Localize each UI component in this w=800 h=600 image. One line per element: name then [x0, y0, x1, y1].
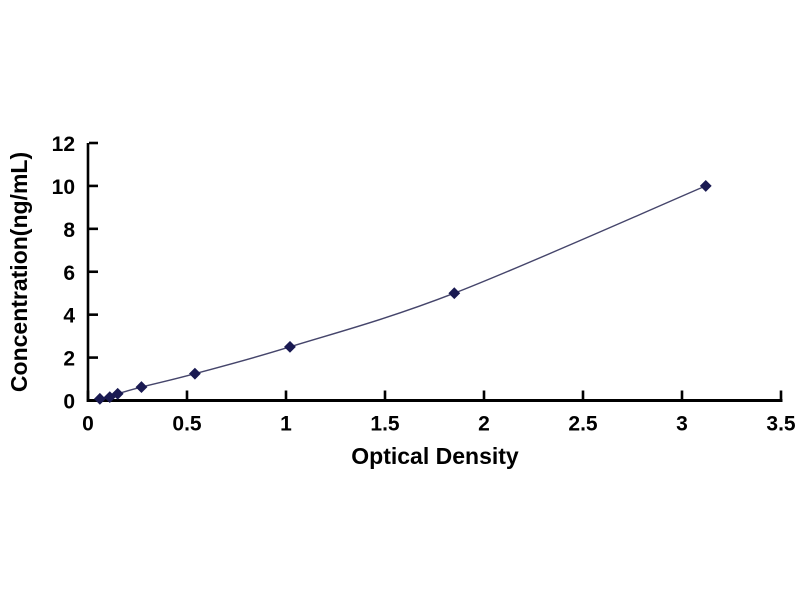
y-tick-label: 6: [63, 262, 75, 285]
x-tick-label: 2: [478, 413, 490, 436]
data-point-marker: [93, 392, 106, 405]
x-tick-label: 3.5: [766, 413, 796, 436]
data-point-marker: [699, 180, 712, 192]
y-tick-label: 12: [52, 133, 75, 156]
y-tick-label: 10: [52, 176, 75, 199]
data-point-marker: [111, 387, 124, 400]
x-axis-title: Optical Density: [351, 443, 519, 469]
plot-layer: 0 0.5 1 1.5 2 2.5 3 3.5 0 2 4 6 8 10 12: [52, 133, 796, 436]
x-tick-label: 3: [676, 413, 688, 436]
y-tick-label: 0: [63, 391, 75, 414]
data-point-marker: [448, 287, 461, 300]
y-axis-title: Concentration(ng/mL): [6, 152, 32, 392]
data-point-marker: [103, 391, 116, 404]
y-tick-label: 2: [63, 348, 75, 371]
y-tick-label: 4: [63, 305, 75, 328]
series-line: [99, 185, 707, 400]
x-tick-label: 1.5: [370, 413, 400, 436]
x-tick-label: 0.5: [172, 413, 202, 436]
data-point-marker: [284, 340, 296, 353]
x-tick-label: 0: [82, 413, 94, 436]
data-point-marker: [189, 367, 201, 380]
y-tick-label: 8: [63, 219, 75, 242]
x-tick-label: 1: [280, 413, 292, 436]
data-point-marker: [135, 381, 148, 393]
x-tick-label: 2.5: [568, 413, 598, 436]
